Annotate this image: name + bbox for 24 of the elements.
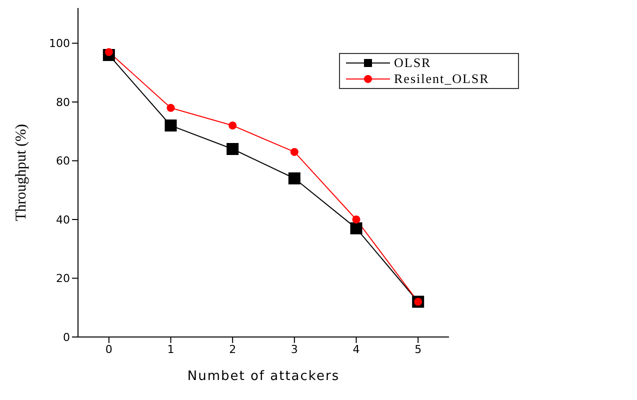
- x-tick-label: 2: [229, 342, 236, 356]
- point: [290, 148, 298, 156]
- y-tick-label: 80: [56, 96, 70, 109]
- legend-label: OLSR: [394, 55, 432, 71]
- x-tick-label: 3: [290, 342, 298, 356]
- point: [164, 120, 177, 132]
- x-tick-label: 0: [105, 342, 112, 356]
- x-tick-label: 4: [352, 342, 360, 356]
- y-tick-label: 0: [63, 330, 70, 344]
- point: [352, 216, 360, 224]
- point: [228, 122, 237, 130]
- y-tick-label: 20: [56, 272, 70, 286]
- point: [166, 104, 175, 112]
- x-axis-title: Numbet of attackers: [187, 369, 340, 384]
- y-axis-title: Throughput (%): [13, 124, 30, 222]
- x-tick-label: 1: [167, 342, 174, 356]
- y-tick-label: 60: [56, 154, 70, 168]
- legend-label: Resilent_OLSR: [394, 71, 490, 87]
- point: [350, 222, 362, 234]
- point: [288, 172, 300, 184]
- y-tick-label: 100: [49, 37, 70, 50]
- point: [226, 143, 239, 155]
- y-tick-label: 40: [56, 213, 70, 226]
- x-tick-label: 5: [414, 342, 422, 356]
